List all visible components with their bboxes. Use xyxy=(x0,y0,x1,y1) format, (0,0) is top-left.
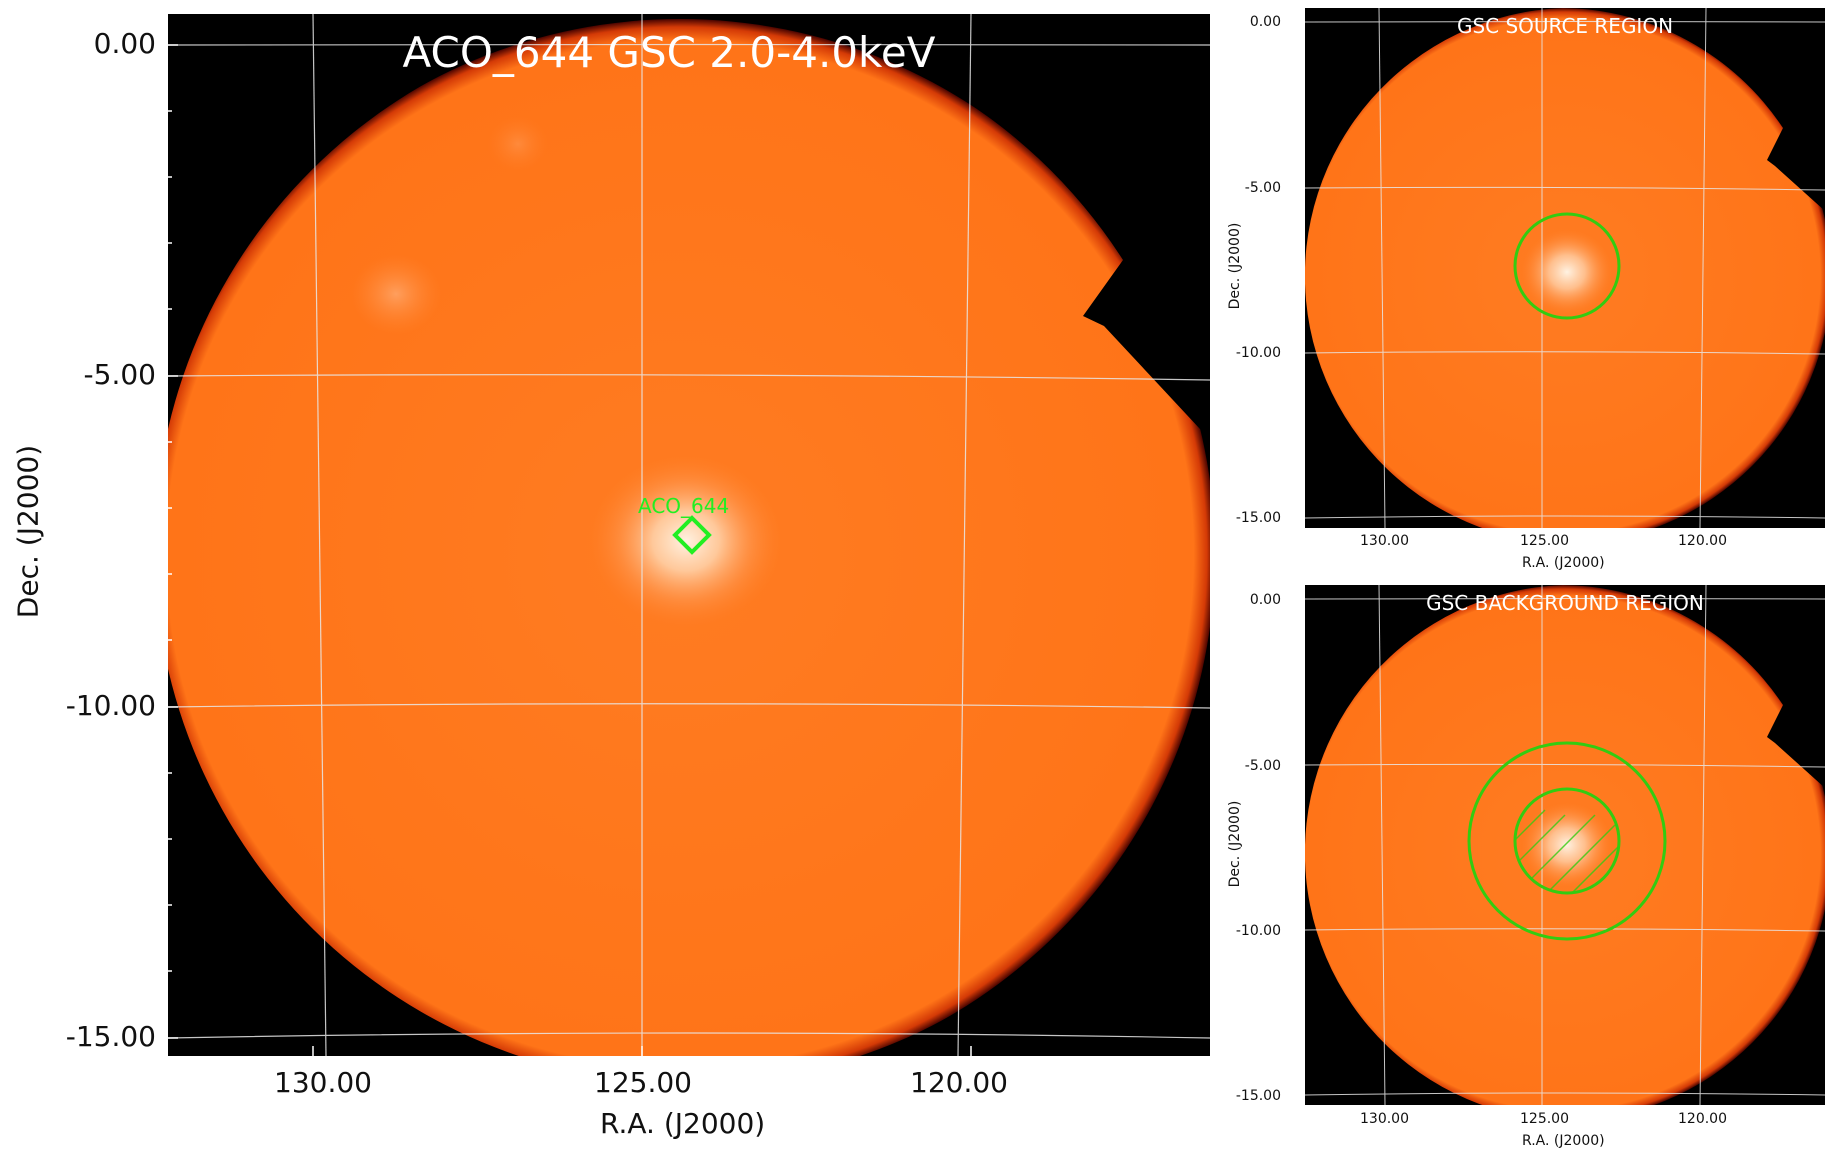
source-xtick: 125.00 xyxy=(1520,533,1569,549)
source-ylabel: Dec. (J2000) xyxy=(1227,222,1243,310)
main-title: ACO_644 GSC 2.0-4.0keV xyxy=(402,28,936,77)
source-marker xyxy=(672,515,712,555)
main-xlabel: R.A. (J2000) xyxy=(600,1107,766,1140)
main-ytick: -15.00 xyxy=(65,1020,156,1053)
main-ytick: -5.00 xyxy=(83,358,156,391)
background-ytick: -5.00 xyxy=(1244,758,1281,774)
source-ytick: -5.00 xyxy=(1244,180,1281,196)
background-sky-image xyxy=(1305,585,1825,1105)
excluded-hatch xyxy=(1515,809,1619,893)
source-region-panel: GSC SOURCE REGION xyxy=(1305,8,1825,528)
background-ytick: -15.00 xyxy=(1235,1088,1281,1104)
main-ytick: 0.00 xyxy=(93,27,156,60)
main-xtick: 120.00 xyxy=(910,1066,1008,1099)
background-xlabel: R.A. (J2000) xyxy=(1522,1133,1605,1149)
source-xlabel: R.A. (J2000) xyxy=(1522,555,1605,571)
background-ytick: -10.00 xyxy=(1235,923,1281,939)
background-xtick: 130.00 xyxy=(1360,1111,1409,1127)
main-ytick: -10.00 xyxy=(65,689,156,722)
source-label: ACO_644 xyxy=(638,494,730,518)
inner-exclusion-circle xyxy=(1513,787,1621,895)
source-region-circle xyxy=(1513,212,1621,320)
background-ylabel: Dec. (J2000) xyxy=(1227,800,1243,888)
main-ylabel: Dec. (J2000) xyxy=(11,444,45,619)
coordinate-grid xyxy=(168,14,1210,1056)
source-xtick: 130.00 xyxy=(1360,533,1409,549)
background-xtick: 125.00 xyxy=(1520,1111,1569,1127)
background-ytick: 0.00 xyxy=(1249,592,1281,608)
source-panel-title: GSC SOURCE REGION xyxy=(1456,14,1674,38)
source-xtick: 120.00 xyxy=(1678,533,1727,549)
background-region-panel: GSC BACKGROUND REGION xyxy=(1305,585,1825,1105)
source-ytick: -10.00 xyxy=(1235,345,1281,361)
source-sky-image xyxy=(1305,8,1825,528)
main-xtick: 130.00 xyxy=(274,1066,372,1099)
main-image-panel: ACO_644 GSC 2.0-4.0keV ACO_644 xyxy=(168,14,1210,1056)
outer-background-circle xyxy=(1467,741,1667,941)
sky-image xyxy=(168,14,1210,1056)
main-xtick: 125.00 xyxy=(594,1066,692,1099)
background-panel-title: GSC BACKGROUND REGION xyxy=(1426,591,1704,615)
background-xtick: 120.00 xyxy=(1678,1111,1727,1127)
source-ytick: 0.00 xyxy=(1249,14,1281,30)
source-ytick: -15.00 xyxy=(1235,510,1281,526)
